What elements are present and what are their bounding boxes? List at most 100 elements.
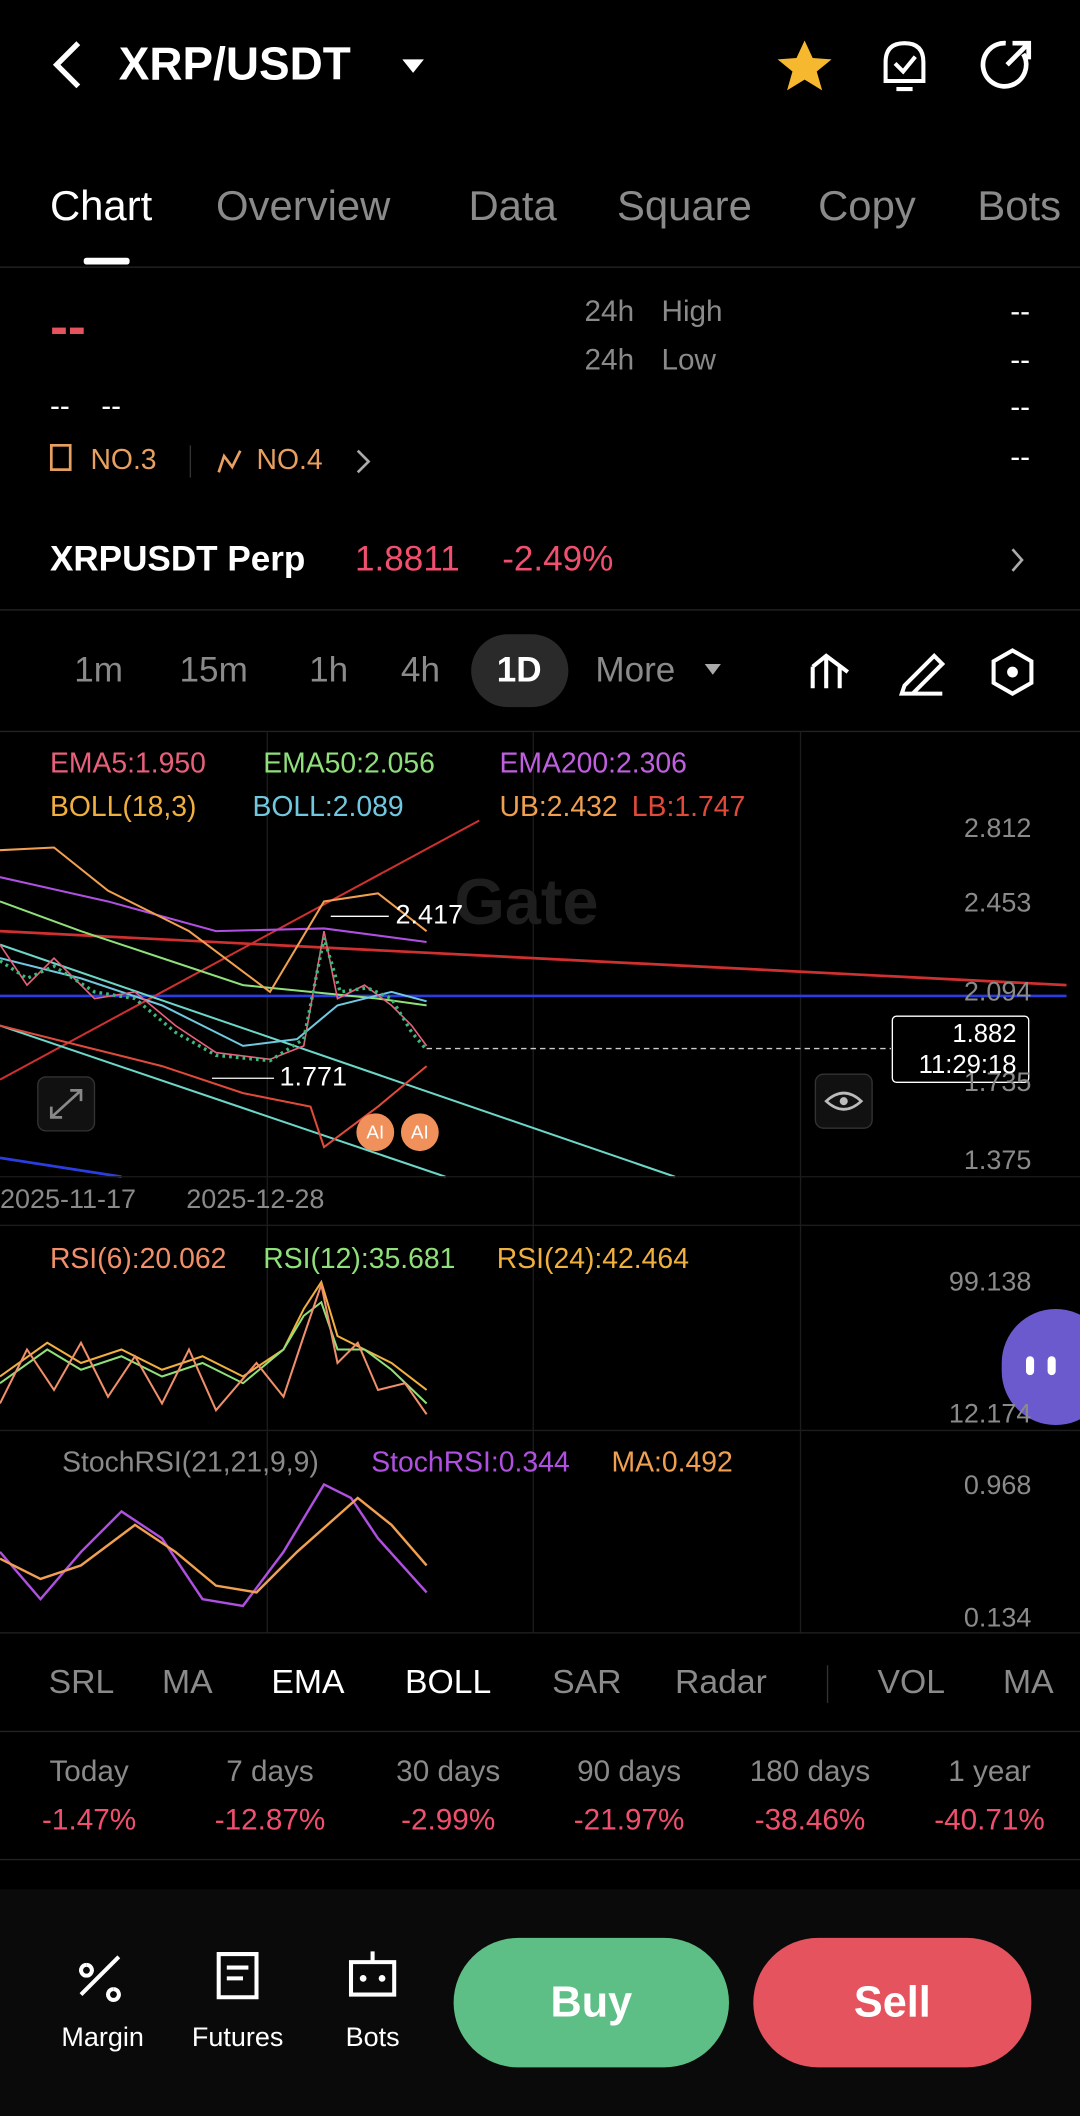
margin-icon	[79, 1955, 121, 2002]
ema200	[0, 876, 427, 943]
assistant-eye	[1047, 1356, 1056, 1376]
alert-icon[interactable]	[883, 41, 926, 92]
price-axis-label: 2.812	[964, 813, 1032, 843]
indicator-tab[interactable]: MA	[162, 1663, 213, 1701]
share-icon[interactable]	[980, 40, 1032, 89]
expand-icon	[49, 1089, 83, 1119]
chevron[interactable]	[1011, 548, 1024, 572]
stoch-ma	[0, 1496, 428, 1594]
period-change: -21.97%	[574, 1804, 685, 1837]
interval[interactable]: 1m	[74, 650, 123, 689]
rsi-label: RSI(6):20.062	[50, 1243, 226, 1275]
stat-value: --	[1010, 391, 1030, 424]
stoch-label: StochRSI(21,21,9,9)	[62, 1447, 319, 1479]
period-label: Today	[49, 1755, 128, 1788]
nav-label[interactable]: Margin	[61, 2022, 143, 2052]
star-icon[interactable]	[777, 40, 832, 91]
ai-label[interactable]: AI	[366, 1123, 384, 1144]
indicator-tab[interactable]: EMA	[271, 1663, 345, 1701]
stoch	[0, 1482, 428, 1608]
price-axis-label: 1.375	[964, 1145, 1032, 1175]
chart-area: Gate	[0, 731, 1080, 1634]
trend-line	[0, 819, 480, 1081]
rank: NO.3	[90, 444, 156, 476]
indicator-icon[interactable]	[810, 653, 850, 689]
stoch-label: MA:0.492	[612, 1447, 733, 1479]
indicator-tab[interactable]: SAR	[552, 1663, 621, 1701]
tab[interactable]: Data	[468, 182, 557, 229]
tab[interactable]: Chart	[50, 182, 153, 229]
price-sub: --	[50, 389, 70, 422]
buy-button[interactable]	[453, 1937, 729, 2068]
stat-label: Low	[662, 344, 717, 377]
ai-label[interactable]: AI	[411, 1123, 429, 1144]
ai-badge[interactable]	[356, 1113, 395, 1152]
tab[interactable]: Square	[617, 182, 752, 229]
period-change: -12.87%	[215, 1804, 326, 1837]
interval-pill	[471, 634, 569, 708]
rsi-axis-label: 99.138	[949, 1266, 1032, 1296]
countdown: 11:29:18	[919, 1051, 1017, 1079]
sell-button[interactable]	[753, 1937, 1032, 2068]
nav-label[interactable]: Futures	[192, 2022, 284, 2052]
period-label: 1 year	[948, 1755, 1031, 1788]
rank-icon	[49, 443, 72, 471]
period-label: 90 days	[577, 1755, 681, 1788]
indicator-tab[interactable]: VOL	[878, 1663, 946, 1701]
indicator-tab[interactable]: BOLL	[405, 1663, 491, 1701]
eye-icon	[824, 1091, 864, 1111]
indicator-tab[interactable]: Radar	[675, 1663, 767, 1701]
chevron[interactable]	[356, 449, 371, 474]
stoch-label: StochRSI:0.344	[371, 1447, 569, 1479]
rank-icon	[217, 450, 242, 473]
stat-label: High	[662, 295, 723, 328]
back-icon[interactable]	[52, 41, 81, 89]
price-axis-label: 2.094	[964, 976, 1032, 1006]
rsi-label: RSI(24):42.464	[497, 1243, 689, 1275]
interval[interactable]: 4h	[401, 650, 440, 689]
boll-label: BOLL(18,3)	[50, 791, 196, 823]
rsi-label: RSI(12):35.681	[263, 1243, 455, 1275]
futures-icon	[216, 1952, 259, 2000]
bots-icon	[348, 1951, 397, 1997]
price-axis-label: 1.735	[964, 1067, 1032, 1097]
dropdown-icon[interactable]	[402, 59, 424, 73]
sell-label[interactable]: Sell	[854, 1979, 931, 2027]
indicator-tab[interactable]: SRL	[49, 1663, 115, 1701]
perp-price: 1.8811	[355, 540, 460, 579]
dropdown-icon	[704, 663, 721, 675]
interval[interactable]: More	[595, 650, 675, 689]
boll-label: BOLL:2.089	[252, 791, 403, 823]
tab[interactable]: Bots	[977, 182, 1061, 229]
nav-label[interactable]: Bots	[346, 2022, 400, 2052]
ai-badge[interactable]	[400, 1113, 439, 1152]
period-label: 180 days	[750, 1755, 871, 1788]
date-label: 2025-11-17	[0, 1184, 136, 1214]
tab[interactable]: Copy	[818, 182, 916, 229]
draw-icon[interactable]	[898, 652, 946, 696]
interval[interactable]: 1h	[309, 650, 348, 689]
interval[interactable]: 1D	[497, 650, 542, 689]
interval[interactable]: 15m	[180, 650, 248, 689]
boll-label: UB:2.432	[500, 791, 618, 823]
price-box	[891, 1015, 1030, 1083]
price-axis-label: 2.453	[964, 887, 1032, 917]
period-change: -1.47%	[42, 1804, 136, 1837]
settings-icon[interactable]	[991, 648, 1034, 696]
ema-label: EMA200:2.306	[500, 748, 687, 780]
period-label: 30 days	[396, 1755, 500, 1788]
boll-lower	[0, 1024, 428, 1149]
rsi-axis-label: 12.174	[949, 1399, 1032, 1429]
bots-icon-eye	[378, 1974, 386, 1982]
current-price: 1.882	[952, 1020, 1016, 1048]
tab[interactable]: Overview	[216, 182, 391, 229]
indicator-tab[interactable]: MA	[1003, 1663, 1054, 1701]
stat-value: --	[1010, 344, 1030, 377]
stat-label: 24h	[585, 295, 635, 328]
assistant-bubble[interactable]	[1001, 1309, 1080, 1426]
alert-check	[893, 55, 917, 75]
ema-label: EMA50:2.056	[263, 748, 435, 780]
buy-label[interactable]: Buy	[550, 1979, 632, 2027]
trend-line	[0, 943, 676, 1178]
